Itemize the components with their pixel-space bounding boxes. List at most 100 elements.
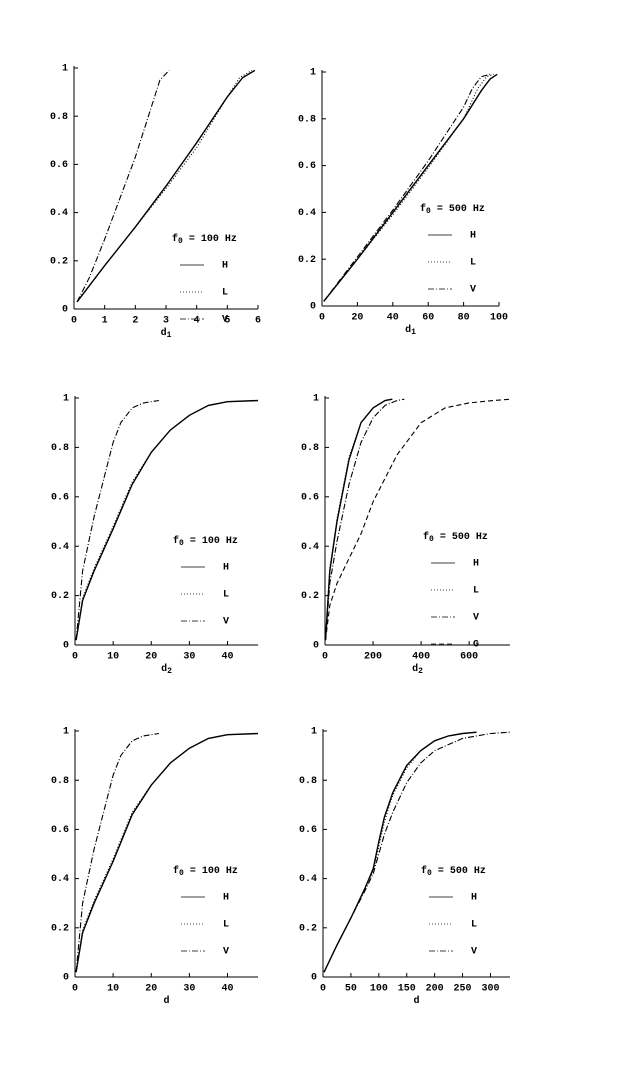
legend-title: f0 = 500 Hz <box>421 865 486 878</box>
series-line <box>75 732 259 973</box>
x-axis-label-sub: 2 <box>418 667 423 676</box>
x-axis-label: d2 <box>412 663 423 676</box>
legend-label: V <box>223 947 229 958</box>
series-line <box>324 398 405 641</box>
legend-title-base: f <box>173 535 179 547</box>
legend-label: L <box>470 258 476 269</box>
x-tick-label: 200 <box>426 984 444 995</box>
x-axis-label-base: d <box>163 995 169 1007</box>
y-tick-label: 1 <box>311 727 317 738</box>
x-axis-label-sub: 2 <box>167 667 172 676</box>
y-tick-label: 1 <box>63 727 69 738</box>
legend-label: L <box>471 920 477 931</box>
x-tick-label: 40 <box>221 652 233 663</box>
y-tick-label: 0.4 <box>299 874 317 885</box>
x-tick-label: 0 <box>72 652 78 663</box>
series-line <box>324 398 511 641</box>
x-tick-label: 30 <box>183 652 195 663</box>
x-axis-label-sub: 1 <box>167 331 172 340</box>
legend-title-sub: 0 <box>426 207 431 216</box>
series-line <box>323 731 477 973</box>
x-tick-label: 60 <box>422 313 434 324</box>
legend-title-rest: = 100 Hz <box>184 866 238 877</box>
y-tick-label: 0.6 <box>301 492 319 503</box>
legend-label: H <box>473 559 479 570</box>
x-axis-label-base: d <box>161 327 167 339</box>
legend-label: H <box>471 893 477 904</box>
y-tick-label: 0 <box>62 305 68 316</box>
series-line <box>75 399 159 641</box>
x-tick-label: 0 <box>322 652 328 663</box>
legend-label: V <box>222 315 228 326</box>
legend-title-rest: = 500 Hz <box>434 532 488 543</box>
x-tick-label: 600 <box>460 652 478 663</box>
y-tick-label: 0.6 <box>299 825 317 836</box>
x-tick-label: 200 <box>364 652 382 663</box>
legend-label: H <box>222 261 228 272</box>
series-line <box>76 70 170 303</box>
series-line <box>324 398 393 641</box>
series-line <box>76 69 253 303</box>
y-tick-label: 0.4 <box>51 542 69 553</box>
series-line <box>324 398 393 641</box>
x-tick-label: 0 <box>72 984 78 995</box>
legend-label: H <box>223 563 229 574</box>
x-tick-label: 300 <box>481 984 499 995</box>
legend-title-rest: = 100 Hz <box>184 536 238 547</box>
x-tick-label: 100 <box>370 984 388 995</box>
x-tick-label: 6 <box>255 316 261 327</box>
y-tick-label: 0.6 <box>51 825 69 836</box>
x-tick-label: 80 <box>458 313 470 324</box>
y-tick-label: 0.2 <box>50 256 68 267</box>
y-tick-label: 0.8 <box>51 776 69 787</box>
x-tick-label: 20 <box>145 984 157 995</box>
series-line <box>323 731 477 973</box>
legend-label: L <box>223 590 229 601</box>
legend-title: f0 = 100 Hz <box>173 865 238 878</box>
y-tick-label: 0.6 <box>51 492 69 503</box>
y-tick-label: 0.6 <box>50 160 68 171</box>
x-tick-label: 40 <box>387 313 399 324</box>
y-tick-label: 0 <box>63 641 69 652</box>
x-axis-label: d1 <box>161 327 172 340</box>
x-axis-label-sub: 1 <box>411 328 416 337</box>
x-tick-label: 1 <box>102 316 108 327</box>
y-tick-label: 0.8 <box>50 112 68 123</box>
legend-title: f0 = 100 Hz <box>173 535 238 548</box>
series-line <box>323 731 511 973</box>
y-tick-label: 0.2 <box>51 591 69 602</box>
y-tick-label: 0.2 <box>298 255 316 266</box>
y-tick-label: 0.8 <box>51 443 69 454</box>
legend-label: G <box>473 640 479 651</box>
legend-title-base: f <box>172 233 178 245</box>
y-tick-label: 0.2 <box>301 591 319 602</box>
y-tick-label: 0 <box>310 302 316 313</box>
legend-label: V <box>470 285 476 296</box>
y-tick-label: 0.4 <box>301 542 319 553</box>
x-axis-label: d <box>413 995 419 1007</box>
x-tick-label: 5 <box>224 316 230 327</box>
legend-title-sub: 0 <box>179 539 184 548</box>
x-tick-label: 400 <box>412 652 430 663</box>
x-tick-label: 40 <box>221 984 233 995</box>
y-tick-label: 0.8 <box>301 443 319 454</box>
x-axis-label-base: d <box>405 324 411 336</box>
series-line <box>323 73 494 302</box>
x-tick-label: 0 <box>71 316 77 327</box>
y-tick-label: 0.2 <box>51 923 69 934</box>
legend-label: H <box>470 231 476 242</box>
legend-title: f0 = 100 Hz <box>172 233 237 246</box>
legend-label: L <box>473 586 479 597</box>
series-line <box>76 69 256 303</box>
legend-label: V <box>473 613 479 624</box>
legend-title-base: f <box>173 865 179 877</box>
legend-title-sub: 0 <box>178 237 183 246</box>
legend-title-sub: 0 <box>429 535 434 544</box>
y-tick-label: 0.2 <box>299 923 317 934</box>
y-tick-label: 0.8 <box>298 114 316 125</box>
y-tick-label: 0.4 <box>51 874 69 885</box>
x-tick-label: 2 <box>132 316 138 327</box>
y-tick-label: 0.4 <box>50 208 68 219</box>
y-tick-label: 1 <box>63 394 69 405</box>
